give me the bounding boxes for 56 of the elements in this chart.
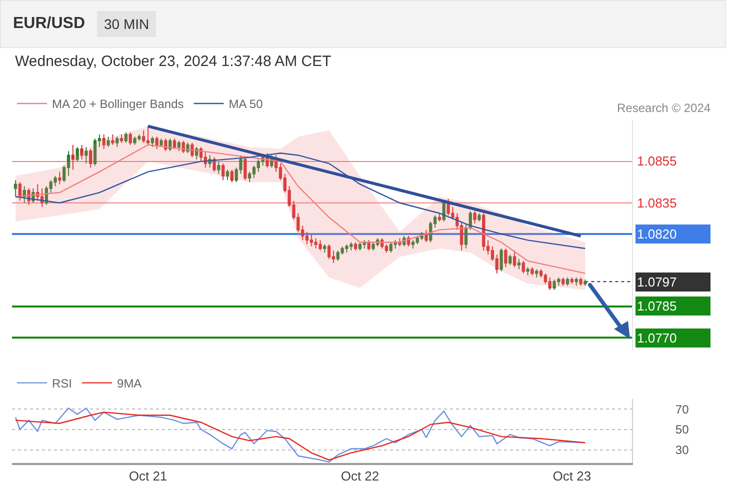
candlestick — [172, 138, 176, 150]
candlestick — [512, 250, 516, 268]
ref-line-label: 1.0855 — [637, 154, 677, 168]
chart-subtitle: Wednesday, October 23, 2024 1:37:48 AM CET — [15, 53, 332, 70]
chart-title: EUR/USD — [13, 15, 86, 33]
candlestick — [584, 279, 587, 286]
candlestick — [40, 188, 44, 208]
legend-label: RSI — [52, 376, 72, 390]
candlestick — [142, 130, 146, 144]
x-tick-label: Oct 21 — [128, 468, 168, 484]
y-tick-label: 50 — [675, 422, 690, 437]
legend-label: 9MA — [117, 376, 142, 390]
candlestick — [71, 144, 75, 170]
ref-line-label: 1.0770 — [637, 330, 677, 346]
y-tick-label: 30 — [675, 442, 690, 457]
candlestick — [570, 276, 574, 284]
candlestick — [424, 229, 428, 243]
candlestick — [204, 150, 207, 168]
candlestick — [530, 266, 534, 276]
candlestick — [579, 276, 582, 286]
candlestick — [146, 126, 150, 146]
candlestick — [155, 136, 158, 150]
candlestick — [128, 132, 132, 146]
candlestick — [80, 144, 84, 160]
candlestick — [120, 134, 124, 144]
ref-line-label: 1.0835 — [637, 196, 677, 210]
candlestick — [14, 180, 18, 198]
candlestick — [562, 276, 565, 286]
candlestick — [102, 134, 106, 150]
candlestick — [58, 171, 62, 185]
candlestick — [482, 212, 486, 252]
y-tick-label: 70 — [675, 402, 690, 416]
candlestick — [190, 142, 194, 158]
legend-label: MA 20 + Bollinger Bands — [52, 97, 184, 112]
candlestick — [522, 260, 525, 274]
ref-line-label: 1.0820 — [637, 226, 677, 242]
candlestick — [18, 182, 22, 202]
candlestick — [89, 148, 92, 168]
candlestick — [327, 244, 331, 260]
candlestick — [230, 169, 234, 183]
candlestick — [354, 242, 358, 252]
candlestick — [222, 163, 225, 181]
legend-label: MA 50 — [228, 97, 264, 112]
candlestick — [111, 134, 114, 146]
text: 30 MIN — [97, 11, 156, 37]
candlestick — [164, 138, 168, 152]
candlestick — [438, 212, 442, 222]
candlestick — [504, 248, 508, 268]
ref-line-label: 1.0797 — [637, 274, 677, 290]
text: Research © 2024 — [617, 101, 711, 115]
candlestick — [548, 276, 552, 290]
x-tick-label: Oct 23 — [552, 468, 592, 484]
x-tick-label: Oct 22 — [340, 468, 380, 484]
candlestick — [473, 210, 476, 224]
ref-line-label: 1.0785 — [637, 298, 677, 314]
candlestick — [244, 156, 247, 181]
